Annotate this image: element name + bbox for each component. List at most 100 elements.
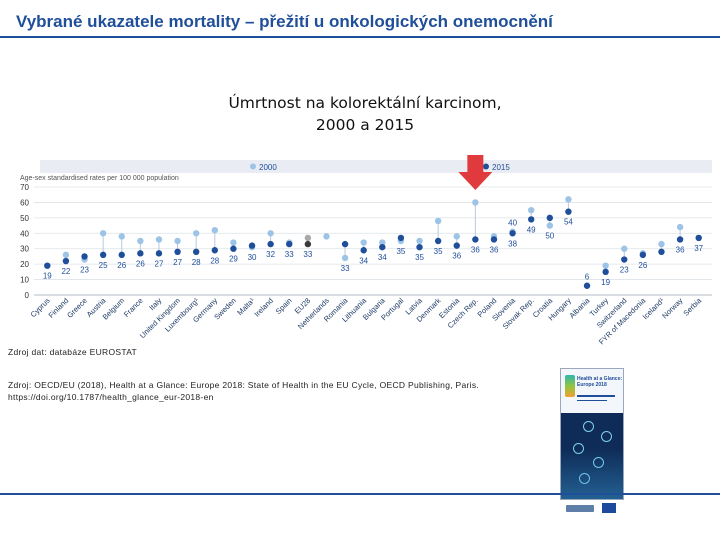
y-tick-label: 20 <box>20 260 29 269</box>
slide-title: Vybrané ukazatele mortality – přežití u … <box>16 12 553 31</box>
data-point-2000 <box>62 251 70 259</box>
data-point-2000 <box>565 196 572 203</box>
data-point-2015 <box>397 234 405 242</box>
source-note-line-1: Zdroj: OECD/EU (2018), Health at a Glanc… <box>8 380 480 390</box>
data-point-2015 <box>379 243 386 251</box>
data-label: 30 <box>248 253 257 262</box>
x-tick-label: France <box>122 296 145 319</box>
data-label: 23 <box>80 266 89 275</box>
data-label: 23 <box>620 266 629 275</box>
data-point-2000 <box>416 237 423 245</box>
data-point-2015 <box>99 251 107 259</box>
data-point-2000 <box>360 239 367 246</box>
data-label: 26 <box>117 261 126 270</box>
data-point-2015 <box>230 245 237 252</box>
eu-flag-icon <box>602 503 616 513</box>
cover-title: Health at a Glance: Europe 2018 <box>577 376 622 388</box>
y-tick-label: 70 <box>20 183 29 192</box>
globe-icon <box>573 443 584 454</box>
data-label: 49 <box>527 225 536 234</box>
data-point-2000 <box>230 239 237 246</box>
data-label: 33 <box>285 250 294 259</box>
cover-logo-mark <box>565 375 575 397</box>
data-point-2015 <box>509 230 516 237</box>
data-point-2015 <box>583 282 591 289</box>
data-point-2000 <box>304 234 312 242</box>
data-label: 22 <box>61 267 70 276</box>
data-point-2015 <box>155 250 163 257</box>
data-label: 35 <box>434 247 443 256</box>
data-point-2015 <box>137 250 144 257</box>
data-label: 54 <box>564 218 573 227</box>
chart-title: Úmrtnost na kolorektální karcinom, 2000 … <box>170 92 560 136</box>
data-point-2015 <box>62 257 70 265</box>
data-label: 36 <box>490 245 499 254</box>
data-point-2015 <box>174 248 181 255</box>
data-point-2000 <box>602 262 609 269</box>
data-label: 28 <box>192 258 201 267</box>
source-data-note: Zdroj dat: databáze EUROSTAT <box>8 347 138 357</box>
data-point-2000 <box>434 217 442 225</box>
legend-marker-2015 <box>483 163 489 170</box>
chart-title-line-2: 2000 a 2015 <box>315 116 415 134</box>
data-label: 35 <box>396 247 405 256</box>
data-label: 19 <box>43 272 52 281</box>
chart-title-line-1: Úmrtnost na kolorektální karcinom, <box>228 94 502 112</box>
data-label: 50 <box>545 232 554 241</box>
data-point-2015 <box>695 234 702 242</box>
data-point-2000 <box>527 206 535 214</box>
x-tick-label: Albania <box>567 295 592 320</box>
data-point-2000 <box>211 227 219 234</box>
y-tick-label: 10 <box>20 276 29 285</box>
data-point-2000 <box>341 254 349 262</box>
data-point-2000 <box>453 233 460 240</box>
data-label: 27 <box>155 259 164 268</box>
cover-title-line-2: Europe 2018 <box>577 382 607 388</box>
source-note-line-2: https://doi.org/10.1787/health_glance_eu… <box>8 392 214 402</box>
data-label: 25 <box>99 261 108 270</box>
oecd-logo <box>566 505 594 512</box>
data-point-2000 <box>192 230 200 237</box>
data-point-2015 <box>527 216 535 223</box>
data-point-2000 <box>99 230 107 237</box>
y-tick-label: 40 <box>20 229 29 238</box>
data-point-2000 <box>323 233 330 240</box>
data-label: 19 <box>601 278 610 287</box>
data-point-2015 <box>267 240 274 248</box>
data-point-2015 <box>565 208 572 215</box>
data-label: 34 <box>359 256 368 265</box>
data-point-2015 <box>192 248 200 255</box>
data-label: 26 <box>136 259 145 268</box>
legend-label-2015: 2015 <box>492 163 510 172</box>
data-point-2000 <box>267 230 274 237</box>
data-point-2000 <box>658 240 665 248</box>
data-point-2000 <box>546 222 554 229</box>
y-axis-label: Age-sex standardised rates per 100 000 p… <box>20 175 179 182</box>
data-label: 35 <box>415 253 424 262</box>
data-label: 34 <box>378 253 387 262</box>
data-point-2000 <box>137 237 144 245</box>
data-label: 29 <box>229 255 238 264</box>
bottom-rule <box>0 493 720 495</box>
data-point-2000 <box>174 237 181 245</box>
data-point-2015 <box>118 251 125 259</box>
data-point-2015 <box>472 236 479 243</box>
data-label: 36 <box>471 245 480 254</box>
data-label: 6 <box>585 273 590 282</box>
data-point-2015 <box>286 240 293 248</box>
y-tick-label: 30 <box>20 245 29 254</box>
cross-icon <box>593 457 604 468</box>
y-tick-label: 50 <box>20 214 29 223</box>
data-point-2000 <box>621 245 628 252</box>
data-point-2015 <box>434 237 442 245</box>
data-point-2015 <box>602 268 609 276</box>
data-point-2000 <box>379 239 386 246</box>
data-label: 40 <box>508 219 517 228</box>
data-point-2015 <box>341 240 349 248</box>
data-label: 38 <box>508 239 517 248</box>
data-point-2015 <box>44 262 51 269</box>
x-tick-label: Greece <box>65 296 89 320</box>
data-point-2015 <box>546 214 554 222</box>
publisher-logos <box>566 503 626 515</box>
y-tick-label: 60 <box>20 198 29 207</box>
